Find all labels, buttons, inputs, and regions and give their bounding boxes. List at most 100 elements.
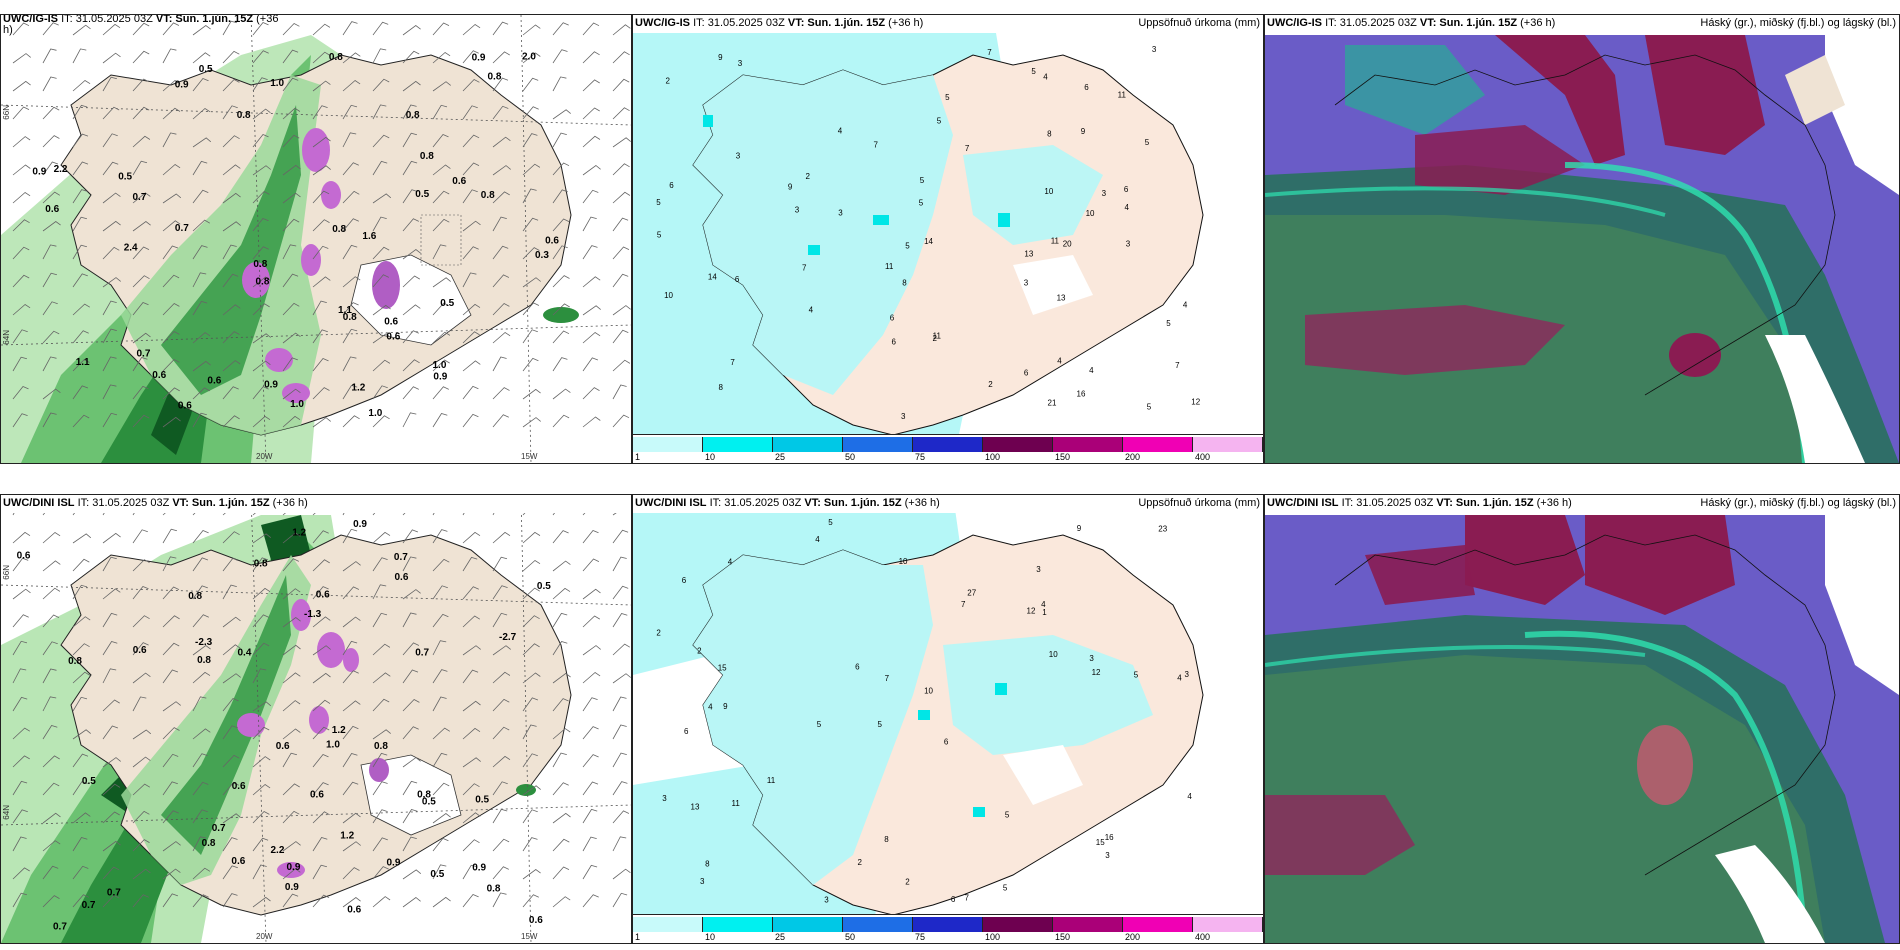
precip-value-label: 3 xyxy=(795,206,800,215)
wind-barb xyxy=(372,246,390,260)
wind-barb xyxy=(222,782,239,796)
wind-barb xyxy=(252,191,270,204)
temp-value-label: 0.9 xyxy=(472,53,486,64)
wind-barb xyxy=(222,531,240,544)
wind-barb xyxy=(372,584,387,600)
precip-value-label: 5 xyxy=(828,518,833,527)
wind-barb xyxy=(462,246,479,260)
wind-barb xyxy=(12,246,30,260)
wind-barb xyxy=(312,300,327,316)
wind-barb xyxy=(282,893,299,908)
wind-barb xyxy=(372,866,389,880)
wind-barb xyxy=(552,162,570,176)
wind-barb xyxy=(402,24,421,36)
wind-barb xyxy=(192,78,209,92)
wind-barb xyxy=(102,412,118,428)
wind-barb xyxy=(102,277,121,288)
wind-barb xyxy=(342,302,359,316)
wind-barb xyxy=(582,416,601,428)
temp-value-label: 1.2 xyxy=(292,528,306,539)
precip-value-label: 3 xyxy=(736,151,741,160)
colorbar-label: 150 xyxy=(1055,452,1071,462)
wind-barb xyxy=(462,134,480,148)
temp-value-label: 0.8 xyxy=(329,52,343,63)
temp-value-label: 0.7 xyxy=(415,648,429,659)
temp-value-label: 2.4 xyxy=(124,243,138,254)
temp-value-label: 1.0 xyxy=(270,78,284,89)
wind-barb xyxy=(342,104,358,120)
wind-barb xyxy=(402,189,418,204)
colorbar-swatch xyxy=(1123,917,1193,932)
wind-barb xyxy=(582,164,601,176)
wind-barb xyxy=(342,244,358,260)
temp-value-label: 0.6 xyxy=(276,741,290,752)
wind-barb xyxy=(522,52,541,64)
temp-value-label: 0.6 xyxy=(347,905,361,916)
wind-barb xyxy=(462,700,481,712)
wind-barb xyxy=(372,193,392,204)
precip-value-label: 11 xyxy=(885,262,894,271)
wind-barb xyxy=(72,616,91,628)
wind-barb xyxy=(402,386,419,400)
wind-barb xyxy=(552,132,567,148)
wind-barb xyxy=(12,356,28,372)
precip-value-label: 12 xyxy=(1027,607,1036,616)
temp-value-label: 0.8 xyxy=(237,110,251,121)
temp-value-label: 0.6 xyxy=(152,370,166,381)
temp-value-label: 0.5 xyxy=(475,794,489,805)
wind-barb xyxy=(462,894,479,908)
precip-value-label: 6 xyxy=(669,181,674,190)
temp-value-label: -2.3 xyxy=(195,637,213,648)
wind-barb xyxy=(432,696,447,712)
wind-barb xyxy=(312,616,331,628)
wind-barb xyxy=(612,273,629,288)
precip-value-label: 5 xyxy=(656,198,661,207)
wind-barb xyxy=(282,672,301,684)
wind-barb xyxy=(12,53,31,64)
wind-barb xyxy=(312,329,328,344)
wind-barb xyxy=(12,614,29,628)
lead-time: (+36 h) xyxy=(272,497,308,509)
temp-value-label: 0.6 xyxy=(395,572,409,583)
wind-barb xyxy=(42,412,57,428)
wind-barb xyxy=(252,165,271,176)
wind-barb xyxy=(312,864,328,880)
colorbar-swatch xyxy=(773,917,843,932)
wind-barb xyxy=(432,413,448,428)
valid-time: Sun. 1.jún. 15Z xyxy=(807,17,886,29)
colorbar-swatch xyxy=(843,917,913,932)
colorbar-label: 10 xyxy=(705,452,716,462)
temp-value-label: 0.5 xyxy=(440,298,454,309)
temp-value-label: 0.6 xyxy=(545,235,559,246)
wind-barb xyxy=(372,837,388,852)
wind-barb xyxy=(222,304,241,316)
wind-barb xyxy=(522,587,541,600)
wind-barb xyxy=(132,275,150,288)
wind-barb xyxy=(42,782,60,796)
wind-barb xyxy=(522,643,540,656)
precip-value-label: 13 xyxy=(691,803,700,812)
wind-barb xyxy=(612,673,631,684)
wind-barb xyxy=(102,220,121,232)
wind-barb xyxy=(492,331,511,344)
wind-barb xyxy=(492,216,507,232)
wind-barb xyxy=(552,530,569,544)
precip-value-label: 11 xyxy=(767,776,776,785)
wind-barb xyxy=(42,76,57,92)
temp-value-label: 0.8 xyxy=(254,559,268,570)
precip-value-label: 4 xyxy=(1177,674,1182,683)
wind-barb xyxy=(162,245,179,260)
wind-barb xyxy=(102,612,118,628)
wind-barb xyxy=(552,218,570,232)
temp-value-label: -1.3 xyxy=(304,609,322,620)
wind-barb xyxy=(282,164,301,176)
wind-barb xyxy=(492,698,510,712)
wind-barb xyxy=(552,303,570,316)
precip-value-label: 5 xyxy=(945,93,950,102)
wind-barb xyxy=(582,808,598,824)
precip-value-label: 13 xyxy=(1057,294,1066,303)
wind-barb xyxy=(312,530,329,544)
precip-value-label: 11 xyxy=(732,799,741,808)
precip-value-label: 4 xyxy=(838,126,843,135)
wind-barb xyxy=(102,783,121,796)
